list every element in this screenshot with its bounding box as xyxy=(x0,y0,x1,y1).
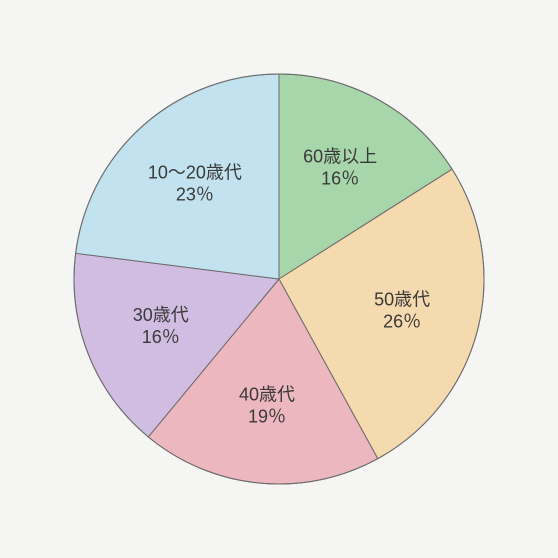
slice-label-percent: 19％ xyxy=(248,407,286,427)
slice-label-name: 10～20歳代 xyxy=(148,163,242,183)
slice-label-percent: 26％ xyxy=(383,312,421,332)
slice-label-name: 50歳代 xyxy=(374,290,430,310)
slice-label-name: 40歳代 xyxy=(239,385,295,405)
age-distribution-pie-chart: 60歳以上16％50歳代26％40歳代19％30歳代16％10～20歳代23％ xyxy=(0,0,558,558)
slice-label-percent: 23％ xyxy=(176,185,214,205)
pie-chart-svg: 60歳以上16％50歳代26％40歳代19％30歳代16％10～20歳代23％ xyxy=(0,0,558,558)
slice-label-name: 60歳以上 xyxy=(303,147,377,167)
slice-label-percent: 16％ xyxy=(142,327,180,347)
slice-label-percent: 16％ xyxy=(321,169,359,189)
slice-label-name: 30歳代 xyxy=(133,305,189,325)
